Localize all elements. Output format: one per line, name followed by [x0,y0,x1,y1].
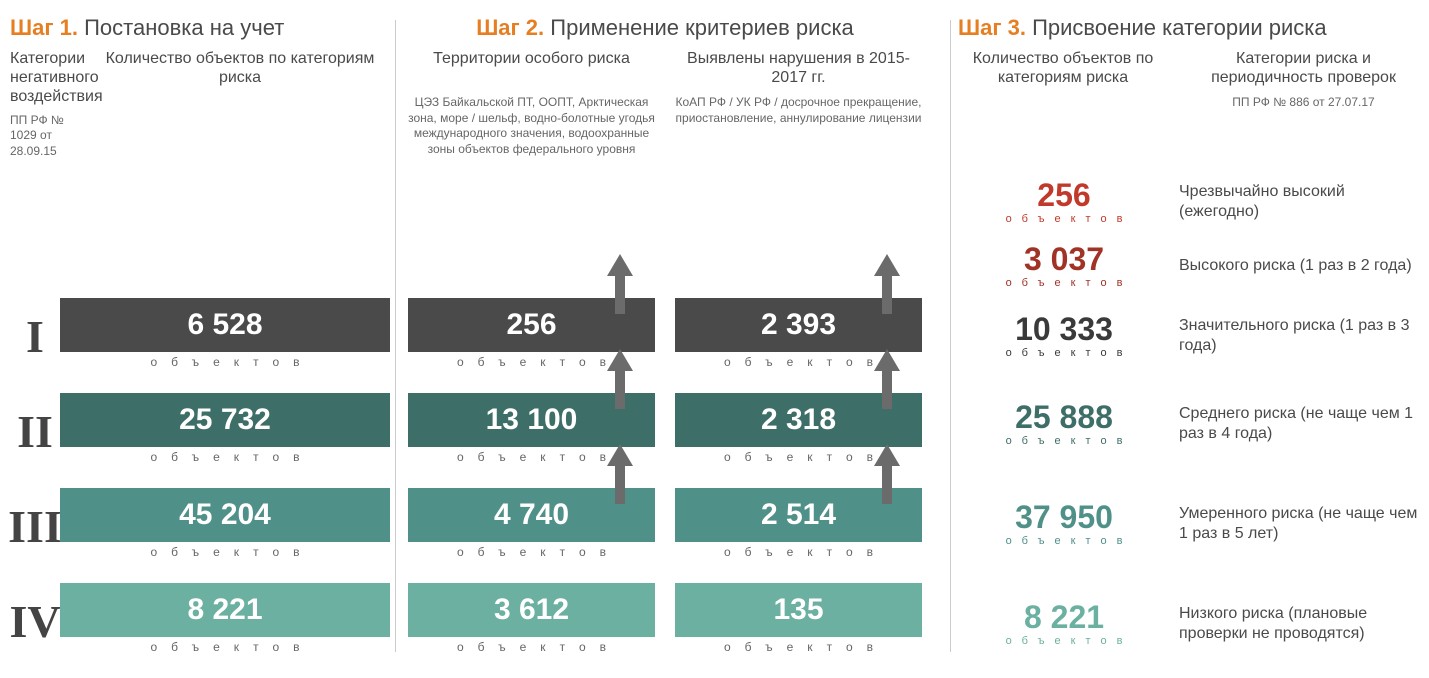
table-row: 3 612 объектов [408,583,655,678]
roman-numeral: II [10,393,60,488]
bar-value: 3 612 [408,583,655,637]
step2-colB-note: КоАП РФ / УК РФ / досрочное прекращение,… [675,95,922,155]
risk-category-row: 8 221 объектов Низкого риска (плановые п… [959,574,1419,674]
risk-unit: объектов [959,435,1169,447]
step1-col1-head: Категории негативного воздействия [10,49,90,107]
bar-unit: объектов [675,640,922,654]
bar-unit: объектов [408,640,655,654]
table-row: 135 объектов [675,583,922,678]
divider-2 [950,20,951,652]
bar-value: 135 [675,583,922,637]
bar-value: 45 204 [60,488,390,542]
step2: Шаг 2. Применение критериев риска Террит… [390,15,940,657]
table-row: IV 8 221 объектов [10,583,390,678]
risk-count: 3 037 [959,243,1169,275]
step2-colB-head: Выявлены нарушения в 2015-2017 гг. [675,49,922,89]
step3-list: 256 объектов Чрезвычайно высокий (ежегод… [959,170,1419,674]
table-row: 4 740 объектов [408,488,655,583]
step2-title: Шаг 2. Применение критериев риска [408,15,922,41]
bar-unit: объектов [60,545,390,559]
step1-rows: I 6 528 объектов II 25 732 объектов III … [10,298,390,678]
arrow-up-icon [605,349,635,409]
bar-unit: объектов [60,355,390,369]
risk-category-label: Высокого риска (1 раз в 2 года) [1169,256,1419,276]
risk-unit: объектов [959,635,1169,647]
table-row: II 25 732 объектов [10,393,390,488]
step1-title: Шаг 1. Постановка на учет [10,15,390,41]
risk-count: 25 888 [959,401,1169,433]
arrow-up-icon [605,444,635,504]
risk-category-row: 3 037 объектов Высокого риска (1 раз в 2… [959,234,1419,298]
step2-title-text: Применение критериев риска [550,15,854,40]
roman-numeral: III [10,488,60,583]
step1-title-text: Постановка на учет [84,15,284,40]
bar-value: 6 528 [60,298,390,352]
step1-col2-head: Количество объектов по категориям риска [90,49,390,87]
arrow-up-icon [872,254,902,314]
risk-count: 37 950 [959,501,1169,533]
risk-category-label: Чрезвычайно высокий (ежегодно) [1169,182,1419,222]
step2-barcol: 256 объектов 13 100 объектов 4 740 объек… [408,298,655,678]
step2-colA-note: ЦЭЗ Байкальской ПТ, ООПТ, Арктическая зо… [408,95,655,157]
risk-category-row: 25 888 объектов Среднего риска (не чаще … [959,374,1419,474]
risk-unit: объектов [959,213,1169,225]
bar-value: 8 221 [60,583,390,637]
risk-category-row: 37 950 объектов Умеренного риска (не чащ… [959,474,1419,574]
step3-title: Шаг 3. Присвоение категории риска [958,15,1419,41]
risk-count: 10 333 [959,313,1169,345]
risk-category-label: Значительного риска (1 раз в 3 года) [1169,316,1419,356]
bar-unit: объектов [408,545,655,559]
bar-unit: объектов [60,640,390,654]
step3-col2-head: Категории риска и периодичность проверок [1188,49,1419,89]
risk-unit: объектов [959,347,1169,359]
step3-col1-head: Количество объектов по категориям риска [958,49,1168,89]
risk-unit: объектов [959,535,1169,547]
step1-col1-note: ПП РФ № 1029 от 28.09.15 [10,113,90,160]
step3-title-text: Присвоение категории риска [1032,15,1327,40]
arrow-up-icon [872,349,902,409]
bar-value: 25 732 [60,393,390,447]
arrow-up-icon [605,254,635,314]
table-row: I 6 528 объектов [10,298,390,393]
step3-num: Шаг 3. [958,15,1026,40]
risk-count: 256 [959,179,1169,211]
step2-colA-head: Территории особого риска [408,49,655,89]
risk-category-row: 10 333 объектов Значительного риска (1 р… [959,298,1419,374]
risk-category-label: Умеренного риска (не чаще чем 1 раз в 5 … [1169,504,1419,544]
roman-numeral: I [10,298,60,393]
step2-bars: 256 объектов 13 100 объектов 4 740 объек… [408,298,922,678]
bar-unit: объектов [675,545,922,559]
risk-category-label: Низкого риска (плановые проверки не пров… [1169,604,1419,644]
step2-num: Шаг 2. [476,15,544,40]
arrow-up-icon [872,444,902,504]
table-row: 2 514 объектов [675,488,922,583]
step1-num: Шаг 1. [10,15,78,40]
risk-count: 8 221 [959,601,1169,633]
risk-unit: объектов [959,277,1169,289]
risk-category-label: Среднего риска (не чаще чем 1 раз в 4 го… [1169,404,1419,444]
roman-numeral: IV [10,583,60,678]
table-row: III 45 204 объектов [10,488,390,583]
step2-barcol: 2 393 объектов 2 318 объектов 2 514 объе… [675,298,922,678]
bar-unit: объектов [60,450,390,464]
risk-category-row: 256 объектов Чрезвычайно высокий (ежегод… [959,170,1419,234]
step3-col2-note: ПП РФ № 886 от 27.07.17 [1188,95,1419,115]
